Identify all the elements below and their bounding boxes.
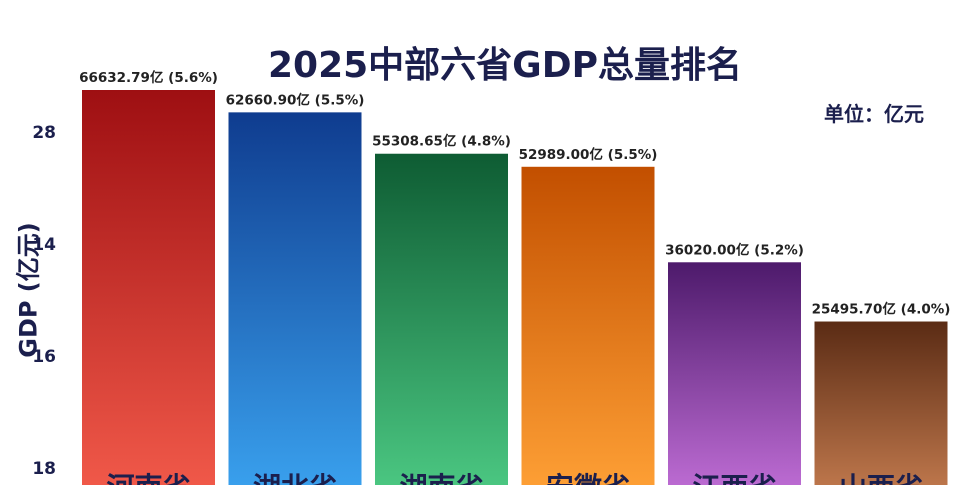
bar bbox=[521, 166, 655, 485]
data-label: 62660.90亿 (5.5%) bbox=[226, 91, 365, 108]
data-label: 36020.00亿 (5.2%) bbox=[665, 241, 804, 258]
y-tick-label: 14 bbox=[32, 235, 56, 255]
data-label: 55308.65亿 (4.8%) bbox=[372, 133, 511, 150]
bar bbox=[82, 90, 215, 485]
x-tick-label: 安徽省 bbox=[546, 471, 630, 485]
x-tick-label: 山西省 bbox=[839, 471, 923, 485]
x-tick-label: 江西省 bbox=[692, 471, 776, 485]
bar bbox=[375, 153, 508, 485]
y-tick-label: 28 bbox=[32, 123, 56, 143]
y-tick-label: 16 bbox=[32, 347, 56, 367]
chart-title: 2025中部六省GDP总量排名 bbox=[267, 45, 742, 86]
x-tick-label: 湖南省 bbox=[399, 471, 483, 485]
x-tick-label: 河南省 bbox=[106, 471, 190, 485]
data-label: 52989.00亿 (5.5%) bbox=[519, 146, 658, 163]
x-tick-label: 湖北省 bbox=[253, 471, 337, 485]
bar bbox=[814, 321, 948, 485]
bar bbox=[668, 262, 801, 485]
bar bbox=[228, 112, 362, 485]
data-label: 66632.79亿 (5.6%) bbox=[79, 69, 218, 86]
data-label: 25495.70亿 (4.0%) bbox=[812, 301, 951, 318]
y-tick-label: 18 bbox=[32, 459, 56, 479]
unit-label: 单位：亿元 bbox=[824, 102, 924, 126]
